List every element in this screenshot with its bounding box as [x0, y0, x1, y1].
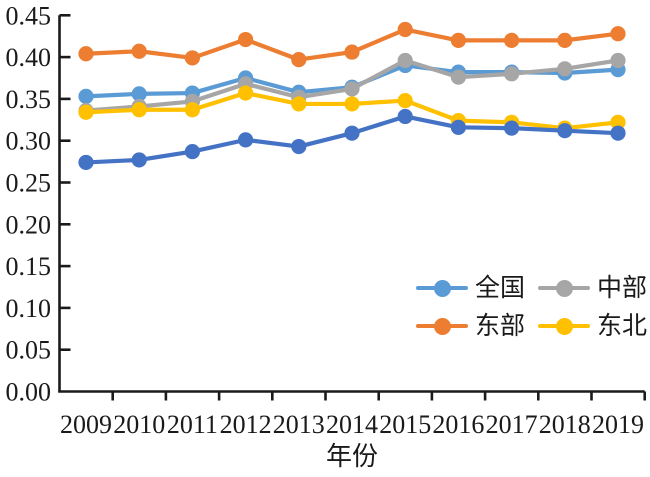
- data-point: [184, 102, 200, 118]
- data-point: [238, 132, 254, 148]
- data-point: [184, 50, 200, 66]
- legend-label: 全国: [475, 274, 526, 302]
- legend-line-marker-icon: [538, 317, 590, 335]
- y-tick-label: 0.20: [6, 210, 52, 239]
- data-point: [610, 114, 626, 130]
- data-point: [344, 81, 360, 97]
- y-tick-label: 0.00: [6, 378, 52, 407]
- legend-label: 东北: [597, 312, 648, 340]
- legend: 全国 中部 东部 东北: [416, 274, 648, 340]
- data-point: [557, 32, 573, 48]
- legend-line-marker-icon: [416, 279, 468, 297]
- data-point: [78, 88, 94, 104]
- x-tick-label: 2012: [220, 410, 272, 439]
- data-point: [344, 96, 360, 112]
- y-tick-label: 0.10: [6, 294, 52, 323]
- y-tick-label: 0.45: [6, 1, 52, 30]
- x-axis-title: 年份: [325, 442, 378, 471]
- data-point: [504, 120, 520, 136]
- data-point: [610, 125, 626, 141]
- data-point: [291, 138, 307, 155]
- data-point: [397, 92, 413, 109]
- legend-item-east: 东部: [416, 312, 538, 340]
- data-point: [397, 108, 413, 125]
- x-tick-label: 2010: [113, 410, 165, 439]
- data-point: [504, 32, 520, 48]
- y-tick-label: 0.05: [6, 336, 52, 365]
- data-point: [238, 85, 254, 101]
- x-tick-label: 2015: [379, 410, 431, 439]
- x-tick-label: 2017: [486, 410, 538, 439]
- data-point: [131, 86, 147, 102]
- legend-label: 中部: [597, 274, 648, 302]
- y-tick-label: 0.25: [6, 169, 52, 198]
- data-point: [78, 46, 94, 62]
- x-tick-label: 2018: [539, 410, 591, 439]
- data-point: [344, 44, 360, 60]
- data-point: [131, 43, 147, 59]
- y-tick-label: 0.40: [6, 43, 52, 72]
- data-point: [450, 32, 466, 48]
- y-tick-label: 0.30: [6, 127, 52, 156]
- legend-item-national: 全国: [416, 274, 538, 302]
- data-point: [291, 52, 307, 68]
- y-tick-label: 0.35: [6, 85, 52, 114]
- data-point: [504, 66, 520, 82]
- data-point: [78, 104, 94, 120]
- data-point: [450, 69, 466, 85]
- data-point: [397, 52, 413, 69]
- x-tick-label: 2013: [273, 410, 325, 439]
- data-point: [557, 123, 573, 139]
- x-tick-label: 2014: [326, 410, 378, 439]
- legend-item-northeast: 东北: [538, 312, 648, 340]
- data-point: [450, 119, 466, 135]
- x-tick-label: 2011: [167, 410, 218, 439]
- legend-label: 东部: [475, 312, 526, 340]
- data-point: [131, 152, 147, 168]
- y-tick-label: 0.15: [6, 252, 52, 281]
- data-point: [238, 31, 254, 48]
- data-point: [344, 125, 360, 141]
- data-point: [78, 154, 94, 171]
- data-point: [610, 52, 626, 69]
- data-point: [131, 102, 147, 118]
- data-point: [557, 61, 573, 77]
- x-tick-label: 2019: [592, 410, 644, 439]
- legend-item-central: 中部: [538, 274, 648, 302]
- data-point: [184, 143, 200, 160]
- legend-line-marker-icon: [416, 317, 468, 335]
- x-tick-label: 2016: [432, 410, 484, 439]
- legend-line-marker-icon: [538, 279, 590, 297]
- data-point: [397, 21, 413, 38]
- x-tick-label: 2009: [60, 410, 112, 439]
- data-point: [610, 26, 626, 42]
- data-point: [291, 96, 307, 112]
